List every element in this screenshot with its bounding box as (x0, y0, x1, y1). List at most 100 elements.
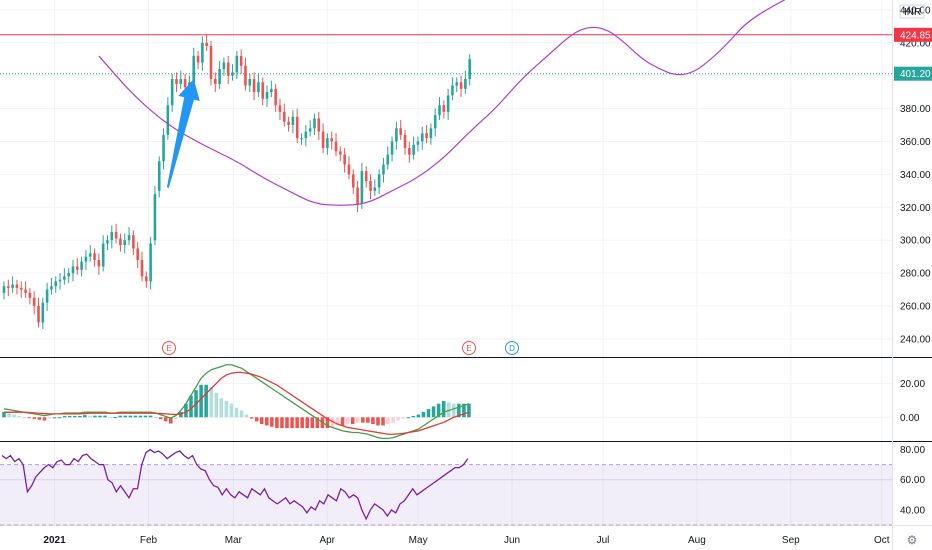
candle-body (7, 286, 10, 288)
macd-histogram-bar (219, 398, 224, 418)
macd-histogram-bar (275, 417, 279, 429)
candle-body (2, 286, 6, 293)
candles (2, 34, 471, 330)
macd-histogram-bar (17, 415, 21, 418)
candle-body (37, 306, 40, 323)
macd-histogram-bar (93, 415, 97, 418)
macd-histogram-bar (12, 414, 16, 418)
x-tick-label: Jul (597, 535, 610, 546)
candle-body (360, 171, 364, 204)
candle-body (162, 134, 165, 162)
macd-histogram-bar (67, 415, 72, 418)
candle-body (67, 273, 70, 277)
candle-body (209, 46, 213, 79)
macd-histogram-bar (214, 392, 219, 418)
candle-body (110, 231, 114, 241)
candle-body (205, 42, 208, 47)
dividend-event-marker (505, 341, 519, 355)
y-tick-label: 420.00 (900, 38, 931, 49)
candle-body (213, 78, 217, 84)
candle-body (313, 118, 316, 129)
candle-body (317, 118, 321, 132)
time-axis[interactable]: 2021 Feb Mar Apr May Jun Jul Aug Sep Oct ⚙ (43, 533, 917, 547)
x-tick-label: Jun (504, 535, 520, 546)
rsi-y-tick-label: 60.00 (900, 475, 925, 486)
macd-histogram-bar (224, 401, 229, 418)
candle-body (446, 95, 450, 112)
candle-body (153, 194, 157, 241)
macd-histogram-bar (285, 417, 289, 429)
candle-body (101, 243, 105, 267)
candle-body (416, 141, 420, 145)
candle-body (170, 78, 174, 106)
macd-histogram-bar (290, 417, 294, 429)
candle-body (326, 138, 329, 149)
macd-histogram-bar (103, 415, 107, 418)
macd-histogram-bar (295, 417, 299, 429)
macd-histogram-bar (128, 415, 133, 418)
macd-histogram-bar (315, 417, 320, 429)
macd-histogram-bar (37, 417, 42, 420)
candle-body (300, 138, 303, 140)
candle-body (41, 302, 45, 323)
macd-histogram-bar (366, 417, 370, 423)
macd-histogram-bar (83, 415, 87, 418)
candle-body (412, 144, 415, 155)
currency-box (899, 4, 925, 19)
price-axis[interactable]: 240.00 260.00 280.00 300.00 320.00 340.00 360.… (899, 4, 931, 516)
macd-histogram-bar (158, 417, 163, 420)
candle-body (244, 65, 247, 86)
candle-body (377, 174, 381, 188)
candle-body (63, 276, 66, 280)
candle-body (71, 266, 75, 274)
candle-body (80, 261, 83, 270)
candle-body (455, 82, 459, 86)
candle-body (334, 141, 338, 152)
macd-histogram-bar (467, 403, 471, 418)
candle-body (58, 279, 62, 282)
candle-body (88, 253, 92, 257)
macd-histogram-bar (113, 417, 117, 419)
candle-body (464, 78, 467, 89)
macd-histogram-bar (184, 403, 188, 418)
candle-body (45, 289, 49, 303)
candle-body (132, 235, 135, 249)
currency-label: INR (904, 7, 921, 18)
macd-histogram-bar (421, 411, 426, 418)
x-tick-label: Aug (688, 535, 706, 546)
macd-histogram-bar (118, 415, 123, 418)
macd-histogram-bar (361, 417, 365, 423)
y-tick-label: 300.00 (900, 236, 931, 247)
signal-line (4, 371, 470, 435)
dividend-event-label: D (509, 344, 515, 353)
macd-histogram-bar (431, 406, 436, 418)
gear-icon[interactable]: ⚙ (907, 533, 918, 547)
macd-histogram-bar (7, 413, 11, 418)
macd-histogram-bar (169, 417, 173, 424)
macd-histogram-bar (27, 417, 32, 419)
candle-body (157, 161, 161, 191)
candle-body (459, 82, 463, 89)
y-tick-label: 340.00 (900, 170, 931, 181)
macd-histogram-bar (22, 417, 26, 419)
macd-histogram-bar (280, 417, 284, 429)
candle-body (403, 134, 407, 149)
candle-body (390, 141, 394, 155)
candle-body (369, 180, 372, 191)
macd-histogram-bar (148, 415, 153, 418)
candle-body (261, 82, 265, 99)
macd-histogram-bar (335, 417, 340, 426)
macd-histogram-bar (270, 417, 274, 427)
macd-histogram-bar (305, 417, 309, 429)
candle-body (442, 105, 446, 112)
candle-body (231, 72, 234, 76)
candle-body (84, 256, 88, 262)
macd-histogram-bar (98, 415, 102, 418)
last-price-tag: 401.20 (900, 69, 931, 80)
candle-body (11, 284, 14, 288)
macd-histogram-bar (189, 395, 193, 418)
macd-histogram-bar (249, 417, 254, 419)
candle-body (15, 284, 19, 288)
candle-body (438, 105, 441, 116)
